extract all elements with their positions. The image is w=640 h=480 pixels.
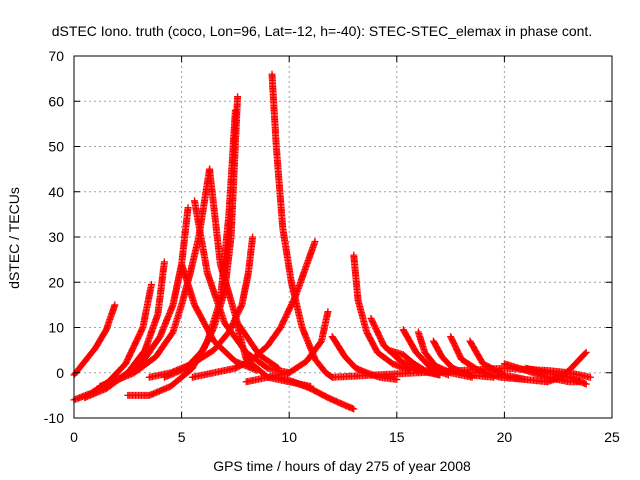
- x-tick-label: 20: [497, 429, 513, 445]
- data-point: [393, 376, 401, 384]
- pass-series-0: [70, 301, 119, 379]
- x-tick-label: 5: [178, 429, 186, 445]
- y-tick-label: 0: [56, 365, 64, 381]
- data-point: [273, 363, 281, 371]
- chart-title: dSTEC Iono. truth (coco, Lon=96, Lat=-12…: [52, 23, 592, 39]
- x-tick-label: 10: [281, 429, 297, 445]
- data-point: [324, 308, 332, 316]
- x-axis-label: GPS time / hours of day 275 of year 2008: [213, 458, 471, 474]
- data-point: [350, 405, 358, 413]
- data-points: [70, 70, 594, 413]
- x-tick-label: 0: [70, 429, 78, 445]
- y-tick-label: 20: [48, 274, 64, 290]
- data-point: [311, 238, 319, 246]
- pass-series-15: [242, 308, 332, 386]
- data-point: [582, 380, 590, 388]
- y-tick-label: 60: [48, 93, 64, 109]
- x-tick-label: 15: [389, 429, 405, 445]
- data-point: [184, 204, 192, 212]
- y-tick-label: 40: [48, 184, 64, 200]
- data-point: [160, 258, 168, 266]
- axis-ticks: 0 5 10 15 20 25 -10 0 10 20 30 40 50 60 70: [44, 48, 620, 445]
- y-tick-label: 70: [48, 48, 64, 64]
- data-point: [249, 233, 257, 241]
- pass-series-28: [522, 364, 590, 388]
- pass-series-17: [350, 251, 414, 374]
- pass-series-13: [188, 238, 319, 381]
- data-point: [586, 373, 594, 381]
- y-tick-label: 10: [48, 320, 64, 336]
- data-point: [147, 281, 155, 289]
- data-point: [582, 348, 590, 356]
- data-point: [111, 301, 119, 309]
- y-tick-label: 50: [48, 139, 64, 155]
- y-axis-label: dSTEC / TECUs: [6, 187, 22, 289]
- grid: [74, 56, 612, 418]
- pass-series-11: [145, 233, 257, 381]
- y-tick-label: -10: [44, 410, 64, 426]
- y-tick-label: 30: [48, 229, 64, 245]
- data-point: [581, 350, 589, 357]
- x-tick-label: 25: [604, 429, 620, 445]
- pass-series-14: [274, 373, 358, 413]
- data-point: [274, 364, 282, 372]
